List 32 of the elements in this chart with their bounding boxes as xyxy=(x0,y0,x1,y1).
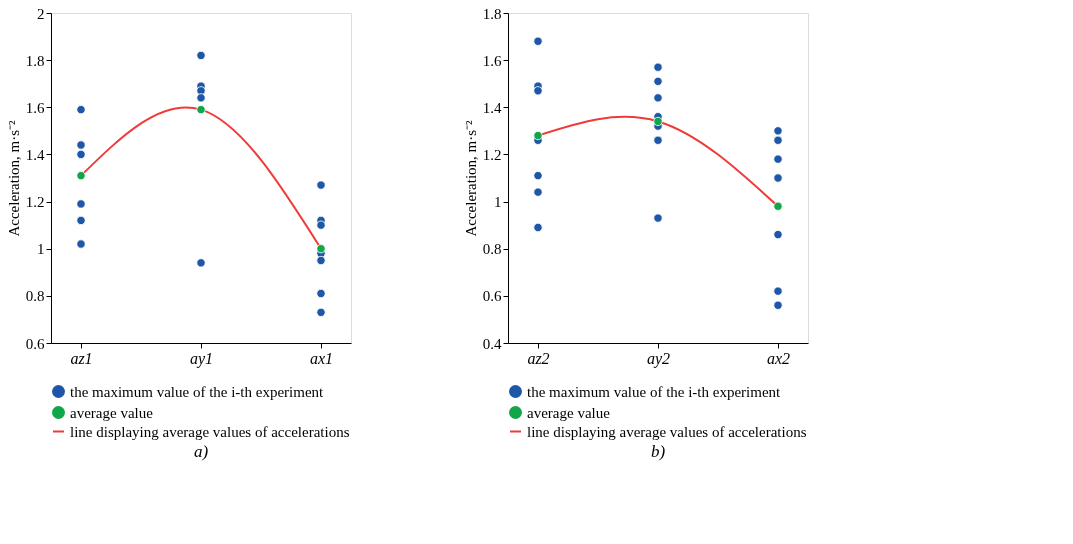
y-tick-label: 1.8 xyxy=(25,52,45,69)
y-tick-label: 1.2 xyxy=(25,194,45,211)
y-tick-label: 0.8 xyxy=(25,288,45,305)
y-tick-label: 0.4 xyxy=(482,335,502,352)
legend-label: average value xyxy=(70,404,154,421)
legend-label: the maximum value of the i-th experiment xyxy=(527,383,782,400)
legend-label: average value xyxy=(527,404,611,421)
y-tick-label: 2 xyxy=(37,5,45,22)
y-tick-label: 0.8 xyxy=(482,241,502,258)
y-tick-label: 0.6 xyxy=(25,335,45,352)
y-axis-title: Acceleration, m·s⁻² xyxy=(462,119,479,237)
x-tick-label: ax2 xyxy=(766,349,791,367)
y-tick-label: 0.6 xyxy=(482,288,502,305)
y-tick-label: 1 xyxy=(494,194,502,211)
x-tick-label: ay1 xyxy=(189,349,214,368)
y-axis-title: Acceleration, m·s⁻² xyxy=(5,119,22,237)
x-tick-label: az2 xyxy=(527,349,550,367)
y-tick-label: 1.4 xyxy=(25,146,45,163)
y-tick-label: 1.2 xyxy=(482,146,502,163)
text: b) xyxy=(650,442,666,461)
x-tick-label: az1 xyxy=(70,349,93,367)
y-tick-label: 1 xyxy=(37,241,45,258)
legend-label: line displaying average values of accelerations xyxy=(70,423,350,440)
legend-label: line displaying average values of accelerations xyxy=(527,423,807,440)
x-tick-label: ay2 xyxy=(646,349,671,368)
legend-label: the maximum value of the i-th experiment xyxy=(70,383,325,400)
y-tick-label: 1.8 xyxy=(482,5,502,22)
y-tick-label: 1.6 xyxy=(482,52,502,69)
x-tick-label: ax1 xyxy=(309,349,334,367)
y-tick-label: 1.4 xyxy=(482,99,502,116)
y-tick-label: 1.6 xyxy=(25,99,45,116)
text: a) xyxy=(193,442,209,461)
